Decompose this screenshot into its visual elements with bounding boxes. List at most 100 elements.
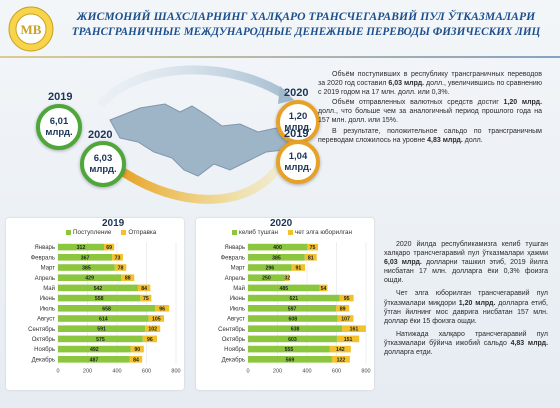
- category-label: Октябрь: [32, 337, 55, 343]
- year-label: 2019: [48, 91, 73, 103]
- tick-label: 0: [56, 368, 59, 374]
- legend-swatch: [121, 229, 127, 235]
- bar-outflow: [148, 315, 165, 322]
- bar-inflow: [58, 264, 115, 271]
- bar-inflow: [58, 294, 141, 302]
- data-label: 569: [286, 357, 295, 363]
- circle-inflow-2019: 6,01 млрд.: [36, 104, 82, 150]
- legend-label: чет элга юборилган: [294, 229, 352, 236]
- bar-inflow: [248, 254, 305, 261]
- data-label: 84: [141, 286, 147, 292]
- tick-label: 600: [332, 368, 341, 374]
- bar-inflow: [248, 345, 330, 353]
- data-label: 542: [94, 286, 103, 292]
- year-label: 2020: [284, 87, 309, 99]
- paragraph-text: долл., что больше чем за аналогичный пер…: [318, 108, 542, 125]
- circle-value: 1,20: [288, 111, 308, 122]
- data-label: 75: [310, 245, 316, 251]
- bar-outflow: [137, 284, 151, 292]
- tick-label: 800: [361, 368, 370, 374]
- circle-unit: млрд.: [89, 164, 117, 175]
- data-label: 621: [289, 296, 298, 302]
- central-bank-logo: MB: [8, 6, 54, 52]
- data-label: 81: [308, 255, 314, 261]
- category-label: Март: [41, 266, 56, 272]
- circle-value: 6,01: [49, 116, 69, 127]
- circle-value: 1,04: [288, 151, 308, 162]
- category-label: Февраль: [31, 255, 55, 261]
- category-label: Июль: [40, 306, 55, 312]
- highlight-value: 1,20 млрд.: [503, 99, 543, 107]
- bar-outflow: [121, 274, 135, 281]
- bar-outflow: [307, 243, 319, 251]
- circle-unit: млрд.: [284, 162, 312, 173]
- legend-swatch: [287, 229, 293, 235]
- data-label: 485: [279, 286, 288, 292]
- paragraph: Объём поступивших в республику трансгран…: [318, 70, 542, 97]
- bar-outflow: [129, 356, 143, 363]
- bar-inflow: [58, 284, 138, 292]
- paragraph-text: долл., увеличившись по сравнению с 2019 …: [318, 80, 542, 97]
- bar-inflow: [248, 274, 285, 281]
- data-label: 84: [133, 357, 139, 363]
- arrow-incoming: [96, 65, 288, 109]
- data-label: 69: [106, 245, 112, 251]
- data-label: 91: [295, 266, 301, 272]
- data-label: 487: [90, 357, 99, 363]
- data-label: 638: [291, 327, 300, 333]
- bar-inflow: [248, 243, 307, 251]
- chart-title: 2020: [270, 218, 293, 229]
- data-label: 385: [82, 266, 91, 272]
- category-label: Сентябрь: [28, 327, 55, 333]
- category-label: Сентябрь: [218, 327, 245, 333]
- tick-label: 400: [302, 368, 311, 374]
- data-label: 296: [266, 266, 275, 272]
- paragraph-text: долларга етди.: [384, 349, 433, 357]
- data-label: 385: [272, 255, 281, 261]
- highlight-value: 6,03 млрд.: [384, 259, 422, 267]
- header: ЖИСМОНИЙ ШАХСЛАРНИНГ ХАЛҚАРО ТРАНСЧЕГАРА…: [60, 10, 552, 38]
- bar-outflow: [336, 305, 350, 312]
- data-label: 558: [95, 296, 104, 302]
- data-label: 367: [81, 255, 90, 261]
- data-label: 105: [152, 317, 161, 323]
- category-label: Декабрь: [222, 357, 245, 363]
- highlight-value: 1,20 млрд.: [458, 299, 496, 307]
- circle-unit: млрд.: [45, 127, 73, 138]
- data-label: 107: [341, 317, 350, 323]
- data-label: 73: [115, 255, 121, 261]
- bar-outflow: [304, 254, 317, 261]
- legend-item: келиб тушган: [232, 229, 278, 236]
- bar-outflow: [145, 325, 161, 332]
- data-label: 597: [288, 306, 297, 312]
- header-divider: [0, 56, 560, 58]
- data-label: 658: [102, 306, 111, 312]
- category-label: Январь: [34, 245, 55, 251]
- data-label: 250: [262, 276, 271, 282]
- tick-label: 200: [83, 368, 92, 374]
- data-label: 575: [96, 337, 105, 343]
- data-label: 142: [336, 347, 345, 353]
- bar-outflow: [112, 254, 123, 261]
- bar-inflow: [58, 315, 149, 322]
- highlight-value: 6,03 млрд.: [388, 80, 425, 88]
- circle-value: 6,03: [93, 153, 113, 164]
- category-label: Январь: [224, 245, 245, 251]
- data-label: 90: [134, 347, 140, 353]
- bar-inflow: [248, 294, 340, 302]
- paragraph-text: долл.: [462, 136, 483, 144]
- bar-outflow: [329, 345, 351, 353]
- category-label: Ноябрь: [224, 347, 245, 353]
- category-label: Октябрь: [222, 337, 245, 343]
- bar-outflow: [142, 335, 157, 343]
- data-label: 96: [159, 306, 165, 312]
- category-label: Август: [227, 317, 245, 323]
- data-label: 614: [99, 317, 108, 323]
- bar-outflow: [114, 264, 127, 271]
- paragraph-text: Натижада халқаро трансчегаравий пул ўтка…: [384, 330, 548, 347]
- paragraph-text: Объём поступивших в республику трансгран…: [318, 71, 542, 88]
- tick-label: 400: [112, 368, 121, 374]
- data-label: 603: [288, 337, 297, 343]
- bar-outflow: [337, 315, 354, 322]
- year-label: 2020: [88, 129, 113, 141]
